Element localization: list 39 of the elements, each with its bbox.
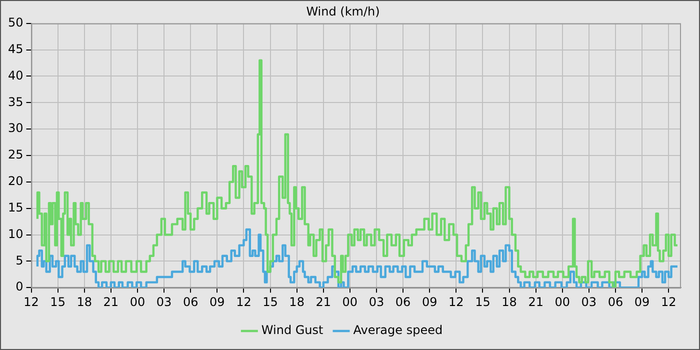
y-tick-label: 35 — [8, 94, 24, 109]
legend-label: Average speed — [353, 323, 443, 338]
x-tick-label: 09 — [422, 294, 438, 309]
x-tick-label: 06 — [182, 294, 198, 309]
x-tick-label: 21 — [316, 294, 332, 309]
x-tick-label: 03 — [368, 294, 384, 309]
y-tick-label: 10 — [8, 226, 24, 241]
x-tick-label: 15 — [475, 294, 490, 309]
x-tick-label: 15 — [262, 294, 278, 309]
x-tick-label: 03 — [156, 294, 172, 309]
x-tick-label: 12 — [24, 294, 39, 309]
x-tick-label: 09 — [210, 294, 225, 309]
x-tick-label: 18 — [289, 294, 304, 309]
x-tick-label: 12 — [236, 294, 252, 309]
x-tick-label: 00 — [554, 294, 570, 309]
y-tick-label: 0 — [16, 280, 24, 294]
y-tick-label: 15 — [8, 200, 24, 214]
x-tick-label: 18 — [76, 294, 92, 309]
chart-title: Wind (km/h) — [306, 4, 380, 18]
x-tick-label: 06 — [395, 294, 411, 309]
y-tick-label: 20 — [8, 174, 24, 188]
y-tick-label: 30 — [8, 121, 24, 136]
y-tick-label: 25 — [8, 148, 24, 162]
legend-label: Wind Gust — [261, 323, 324, 338]
x-tick-label: 12 — [660, 294, 676, 309]
x-tick-label: 21 — [103, 294, 119, 309]
x-tick-label: 09 — [634, 294, 650, 309]
x-tick-label: 18 — [502, 294, 517, 309]
x-tick-label: 00 — [342, 294, 358, 309]
x-tick-label: 03 — [581, 294, 597, 309]
y-tick-label: 5 — [16, 253, 24, 268]
x-tick-label: 15 — [50, 294, 66, 309]
x-tick-label: 21 — [528, 294, 544, 309]
y-tick-label: 50 — [8, 16, 24, 30]
x-tick-label: 06 — [608, 294, 624, 309]
y-tick-label: 40 — [8, 68, 24, 82]
x-tick-label: 12 — [448, 294, 464, 309]
y-tick-label: 45 — [8, 42, 24, 56]
x-tick-label: 00 — [130, 294, 146, 309]
